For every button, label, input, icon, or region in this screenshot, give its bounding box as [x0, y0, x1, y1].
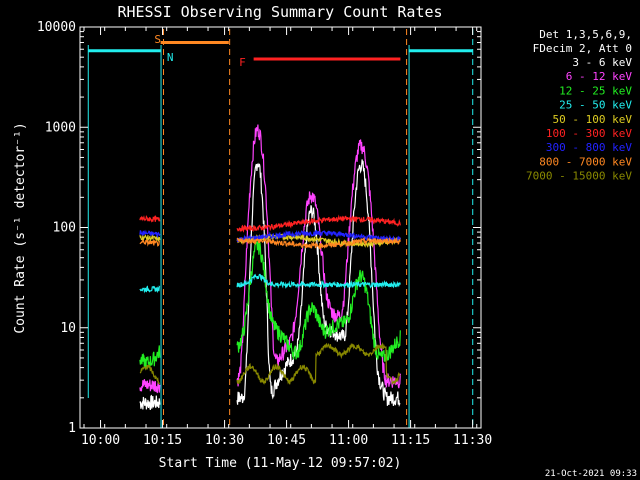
x-tick-label: 11:15 — [391, 433, 430, 448]
series-line — [139, 229, 161, 239]
x-tick-label: 10:00 — [81, 433, 120, 448]
legend-entry: 6 - 12 keV — [566, 70, 633, 83]
series-line — [139, 214, 161, 223]
flag-bars: SN F — [88, 33, 473, 69]
x-tick-label: 11:30 — [453, 433, 492, 448]
x-tick-label: 10:45 — [267, 433, 306, 448]
series-line — [139, 379, 161, 394]
legend-entry: 3 - 6 keV — [572, 56, 632, 69]
legend-entry: 25 - 50 keV — [559, 99, 632, 112]
legend-header: Det 1,3,5,6,9, — [539, 28, 632, 41]
x-tick-label: 10:15 — [143, 433, 182, 448]
series-line — [139, 364, 161, 385]
flag-annotation: F — [239, 56, 246, 69]
plot-frame — [79, 26, 482, 429]
legend-entry: 800 - 7000 keV — [539, 155, 632, 168]
legend-entry: 300 - 800 keV — [546, 141, 632, 154]
flag-annotation: N — [167, 51, 174, 64]
x-axis-label: Start Time (11-May-12 09:57:02) — [159, 456, 402, 471]
y-tick-label: 1000 — [45, 120, 76, 135]
y-axis: 1 10 100 1000 10000 — [37, 20, 481, 436]
y-tick-label: 10000 — [37, 20, 76, 35]
y-tick-label: 100 — [53, 221, 76, 236]
flag-annotation: S — [154, 33, 161, 46]
chart-title: RHESSI Observing Summary Count Rates — [117, 3, 442, 21]
series-line — [236, 273, 401, 290]
timestamp: 21-Oct-2021 09:33 — [545, 469, 637, 479]
series-line — [236, 229, 401, 244]
data-lines — [87, 29, 474, 428]
legend-entry: 12 - 25 keV — [559, 84, 632, 97]
legend-entry: 100 - 300 keV — [546, 127, 632, 140]
legend: Det 1,3,5,6,9,FDecim 2, Att 03 - 6 keV6 … — [526, 28, 632, 183]
x-tick-label: 10:30 — [205, 433, 244, 448]
y-axis-label: Count Rate (s⁻¹ detector⁻¹) — [13, 122, 28, 333]
series-line — [236, 214, 401, 233]
legend-entry: 50 - 100 keV — [553, 113, 633, 126]
series-line — [236, 342, 401, 386]
y-tick-label: 1 — [68, 421, 76, 436]
series-line — [236, 239, 401, 363]
series-line — [139, 238, 161, 247]
legend-header: FDecim 2, Att 0 — [533, 42, 632, 55]
legend-entry: 7000 - 15000 keV — [526, 170, 632, 183]
series-line — [236, 236, 401, 251]
series-line — [139, 394, 161, 411]
x-axis: 10:00 10:15 10:30 10:45 11:00 11:15 11:30 — [81, 27, 492, 448]
series-line — [139, 285, 161, 294]
series-line — [236, 124, 401, 389]
x-tick-label: 11:00 — [329, 433, 368, 448]
series-line — [139, 233, 161, 244]
y-tick-label: 10 — [60, 321, 76, 336]
